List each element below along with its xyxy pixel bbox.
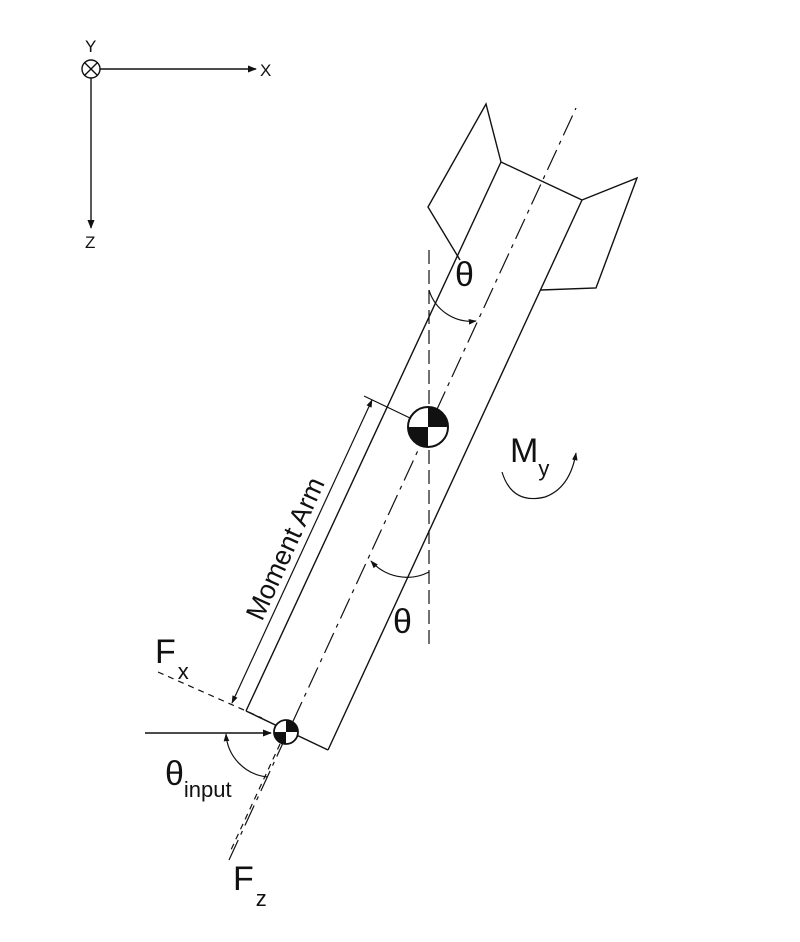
moment-arm-label: Moment Arm — [240, 473, 331, 625]
rocket-body-top-edge — [500, 161, 583, 201]
angle-theta-bottom-arc — [370, 560, 430, 578]
rocket-centerline — [228, 107, 577, 861]
angle-theta-bottom-label: θ — [393, 603, 412, 641]
y-axis-label: Y — [85, 37, 96, 56]
moment-my-symbol: M — [510, 432, 538, 470]
moment-arm-dimension-line — [231, 399, 373, 704]
force-x-symbol: F — [155, 633, 176, 671]
fx-dashed-line — [157, 671, 263, 719]
center-of-gravity-icon — [407, 406, 449, 448]
angle-theta-top: θ — [428, 256, 477, 325]
force-x-subscript: x — [178, 659, 189, 684]
angle-theta-top-label: θ — [455, 256, 474, 294]
theta-input-symbol: θ — [165, 755, 184, 793]
force-z-label: Fz — [233, 860, 267, 911]
rocket-right-fin — [540, 176, 639, 291]
moment-arm-extension-top — [363, 395, 411, 419]
thrust-point-icon — [273, 719, 299, 745]
force-x-label: Fx — [155, 633, 189, 684]
theta-input-label: θinput — [165, 755, 232, 802]
angle-theta-top-arc — [428, 289, 477, 325]
x-axis-label: X — [260, 61, 271, 80]
coordinate-axes: Y X Z — [81, 37, 271, 252]
z-axis-label: Z — [85, 233, 95, 252]
moment-my-arc-icon — [501, 452, 578, 500]
rocket-body-left-edge — [245, 161, 502, 712]
force-z-symbol: F — [233, 860, 254, 898]
rocket-left-fin — [427, 102, 502, 261]
theta-input-arc — [223, 733, 269, 778]
moment-my-subscript: y — [538, 456, 549, 481]
fz-dashed-line — [229, 743, 281, 853]
moment-my-label: My — [510, 432, 549, 481]
angle-theta-bottom: θ — [370, 560, 430, 641]
theta-input-subscript: input — [184, 777, 232, 802]
y-axis-cross-2 — [84, 62, 98, 76]
moment-my: My — [501, 432, 578, 500]
force-z-subscript: z — [256, 886, 267, 911]
